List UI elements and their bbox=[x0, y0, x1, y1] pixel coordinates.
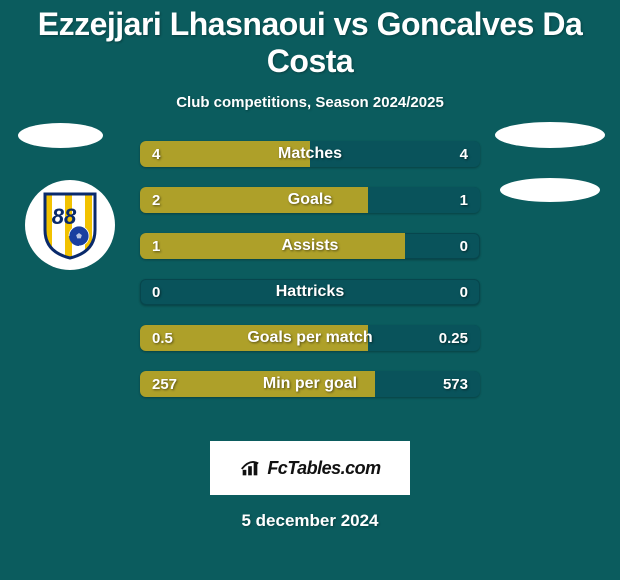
bar-right bbox=[310, 141, 480, 167]
date-label: 5 december 2024 bbox=[0, 511, 620, 531]
bar-value-right: 4 bbox=[460, 141, 468, 167]
stat-row-hattricks: 0 0Hattricks bbox=[140, 279, 480, 305]
bar-value-left: 2 bbox=[152, 187, 160, 213]
chart-area: 88 44Matches21Goals10Assists00Hattricks0… bbox=[0, 141, 620, 431]
bar-value-left: 0 bbox=[152, 279, 160, 305]
fctables-text: FcTables.com bbox=[267, 458, 380, 479]
bar-value-left: 257 bbox=[152, 371, 177, 397]
bars-container: 44Matches21Goals10Assists00Hattricks0.50… bbox=[140, 141, 480, 417]
fctables-badge[interactable]: FcTables.com bbox=[210, 441, 410, 495]
bar-value-left: 4 bbox=[152, 141, 160, 167]
badge-crest: 88 bbox=[39, 188, 101, 262]
decor-ellipse-1 bbox=[18, 123, 103, 148]
bar-label: Hattricks bbox=[140, 279, 480, 305]
bar-value-right: 573 bbox=[443, 371, 468, 397]
subtitle: Club competitions, Season 2024/2025 bbox=[0, 94, 620, 111]
svg-text:88: 88 bbox=[52, 204, 77, 229]
bar-left bbox=[140, 141, 310, 167]
bar-value-left: 0.5 bbox=[152, 325, 173, 351]
stat-row-assists: 10Assists bbox=[140, 233, 480, 259]
team-badge: 88 bbox=[25, 180, 115, 270]
comparison-infographic: Ezzejjari Lhasnaoui vs Goncalves Da Cost… bbox=[0, 0, 620, 580]
bar-left bbox=[140, 233, 405, 259]
stat-row-matches: 44Matches bbox=[140, 141, 480, 167]
stat-row-min-per-goal: 257573Min per goal bbox=[140, 371, 480, 397]
fctables-icon bbox=[239, 457, 261, 479]
crest-svg: 88 bbox=[41, 190, 99, 260]
bar-value-right: 1 bbox=[460, 187, 468, 213]
bar-left bbox=[140, 325, 368, 351]
stat-row-goals: 21Goals bbox=[140, 187, 480, 213]
bar-value-right: 0.25 bbox=[439, 325, 468, 351]
bar-value-left: 1 bbox=[152, 233, 160, 259]
page-title: Ezzejjari Lhasnaoui vs Goncalves Da Cost… bbox=[0, 0, 620, 80]
stat-row-goals-per-match: 0.50.25Goals per match bbox=[140, 325, 480, 351]
bar-left bbox=[140, 187, 368, 213]
decor-ellipse-2 bbox=[495, 122, 605, 148]
bar-value-right: 0 bbox=[460, 279, 468, 305]
decor-ellipse-3 bbox=[500, 178, 600, 202]
bar-value-right: 0 bbox=[460, 233, 468, 259]
